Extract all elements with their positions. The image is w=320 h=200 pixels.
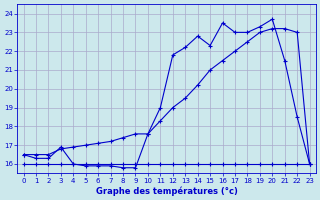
X-axis label: Graphe des températures (°c): Graphe des températures (°c): [96, 186, 237, 196]
